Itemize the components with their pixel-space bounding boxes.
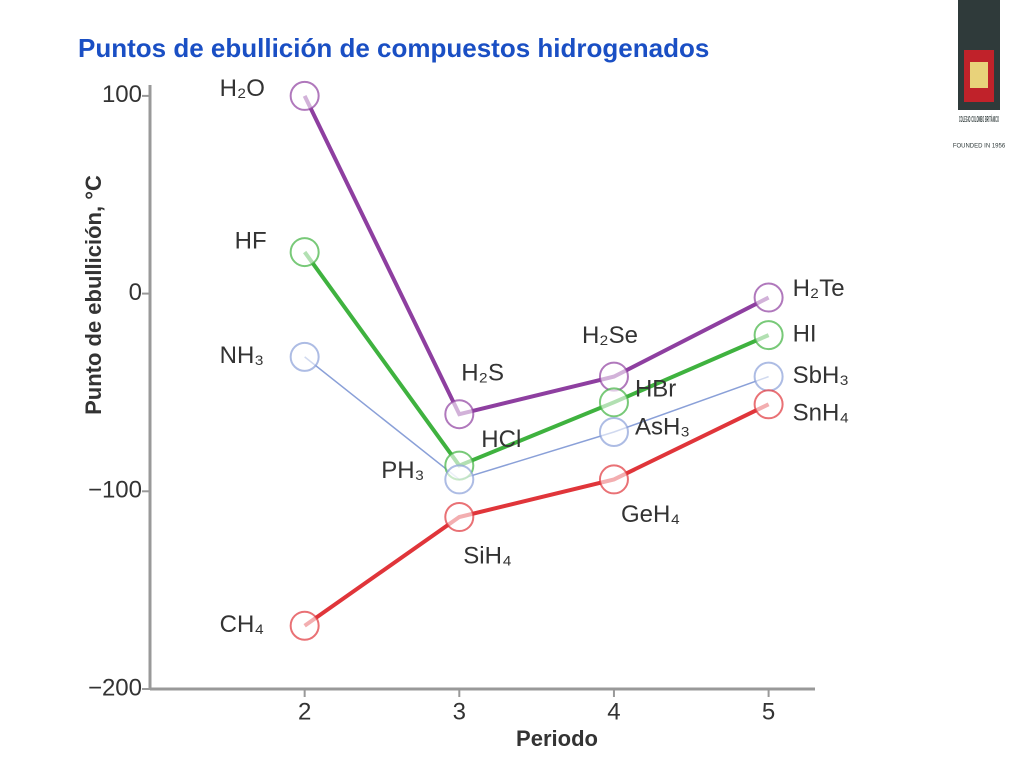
data-point (598, 361, 629, 392)
data-point (598, 387, 629, 418)
point-label: SbH₃ (793, 362, 849, 389)
x-tick-label: 4 (607, 698, 620, 725)
point-label: PH₃ (381, 457, 424, 484)
logo-emblem (970, 62, 988, 88)
data-point (289, 341, 320, 372)
point-label: H₂Se (582, 322, 638, 349)
point-label: H₂S (461, 360, 504, 387)
logo: COLEGIO COLOMBO BRITÁNICO FOUNDED IN 195… (953, 0, 1006, 150)
point-label: SnH₄ (793, 400, 849, 427)
data-point (444, 399, 475, 430)
chart-title: Puntos de ebullición de compuestos hidro… (78, 33, 709, 63)
data-point (598, 464, 629, 495)
y-tick-label: −200 (88, 674, 142, 701)
point-label: CH₄ (220, 611, 264, 638)
point-label: HF (235, 227, 267, 254)
data-point (753, 320, 784, 351)
y-tick-label: 0 (129, 279, 142, 306)
y-tick-label: 100 (102, 81, 142, 108)
point-label: GeH₄ (621, 501, 680, 528)
data-point (753, 282, 784, 313)
x-tick-label: 3 (453, 698, 466, 725)
data-point (753, 389, 784, 420)
y-axis-label: Punto de ebullición, °C (81, 175, 106, 415)
data-point (289, 237, 320, 268)
data-point (444, 464, 475, 495)
logo-founded: FOUNDED IN 1956 (953, 144, 1006, 150)
point-label: HCl (481, 426, 521, 453)
x-tick-label: 2 (298, 698, 311, 725)
point-label: SiH₄ (463, 542, 511, 569)
series-line (302, 95, 770, 417)
point-label: NH₃ (220, 342, 264, 369)
data-point (753, 361, 784, 392)
point-label: HI (793, 320, 817, 347)
point-label: H₂O (220, 75, 265, 102)
data-point (598, 416, 629, 447)
logo-name: COLEGIO COLOMBO BRITÁNICO (959, 115, 999, 124)
data-point (444, 501, 475, 532)
series-line (303, 402, 770, 628)
point-label: AsH₃ (635, 413, 690, 440)
x-axis-label: Periodo (516, 726, 598, 751)
data-point (289, 610, 320, 641)
y-tick-label: −100 (88, 477, 142, 504)
series-line (304, 356, 769, 481)
x-tick-label: 5 (762, 698, 775, 725)
point-label: H₂Te (793, 275, 845, 302)
data-point (289, 80, 320, 111)
series-line (303, 250, 770, 469)
point-label: HBr (635, 376, 676, 403)
